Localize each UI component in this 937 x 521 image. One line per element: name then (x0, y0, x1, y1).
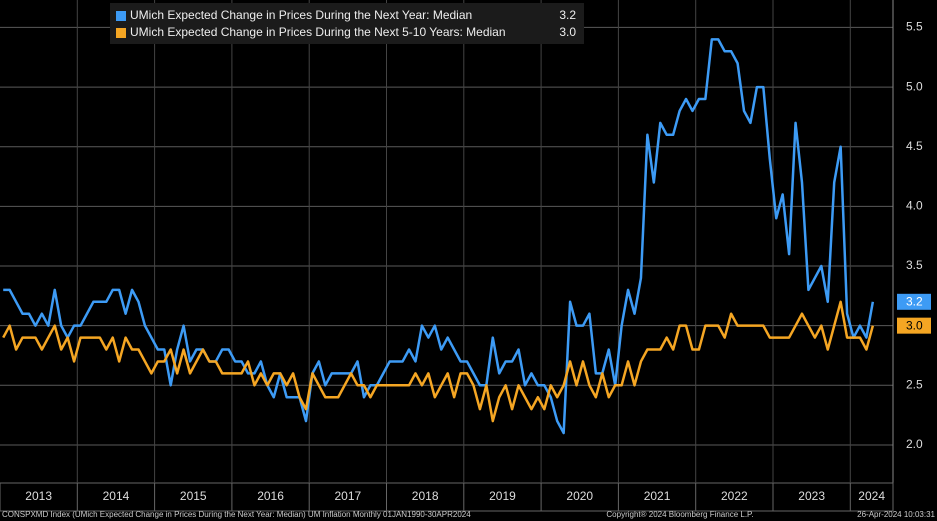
x-tick-label: 2016 (257, 489, 284, 503)
x-tick-label: 2019 (489, 489, 516, 503)
x-tick-label: 2021 (644, 489, 671, 503)
last-value-tag (897, 293, 931, 310)
x-tick-label: 2020 (566, 489, 593, 503)
x-tick-label: 2023 (798, 489, 825, 503)
legend: UMich Expected Change in Prices During t… (110, 3, 584, 44)
series-line (3, 38, 875, 435)
last-value-label: 3.2 (906, 294, 923, 308)
x-axis-band (0, 482, 894, 512)
y-tick-label: 5.0 (906, 79, 923, 93)
y-tick-label: 2.5 (906, 377, 923, 391)
legend-swatch (116, 28, 126, 38)
x-tick-label: 2013 (25, 489, 52, 503)
x-tick-label: 2018 (412, 489, 439, 503)
footer-source: CONSPXMD Index (UMich Expected Change in… (2, 510, 471, 519)
y-tick-label: 3.5 (906, 258, 923, 272)
x-tick-label: 2015 (180, 489, 207, 503)
y-tick-label: 2.0 (906, 437, 923, 451)
x-tick-label: 2017 (334, 489, 361, 503)
legend-label: UMich Expected Change in Prices During t… (130, 8, 472, 22)
legend-label: UMich Expected Change in Prices During t… (130, 25, 506, 39)
footer-copyright: Copyright® 2024 Bloomberg Finance L.P. (606, 510, 753, 519)
y-tick-label: 4.5 (906, 139, 923, 153)
footer-timestamp: 26-Apr-2024 10:03:31 (857, 510, 935, 519)
legend-swatch (116, 11, 126, 21)
last-value-label: 3.0 (906, 318, 923, 332)
y-tick-label: 5.5 (906, 20, 923, 34)
last-value-tag (897, 317, 931, 334)
y-tick-label: 4.0 (906, 199, 923, 213)
x-tick-label: 2024 (858, 489, 885, 503)
legend-box (110, 3, 584, 44)
legend-value: 3.2 (559, 8, 576, 22)
series-line (2, 300, 875, 423)
legend-value: 3.0 (559, 25, 576, 39)
x-tick-label: 2014 (103, 489, 130, 503)
x-tick-label: 2022 (721, 489, 748, 503)
